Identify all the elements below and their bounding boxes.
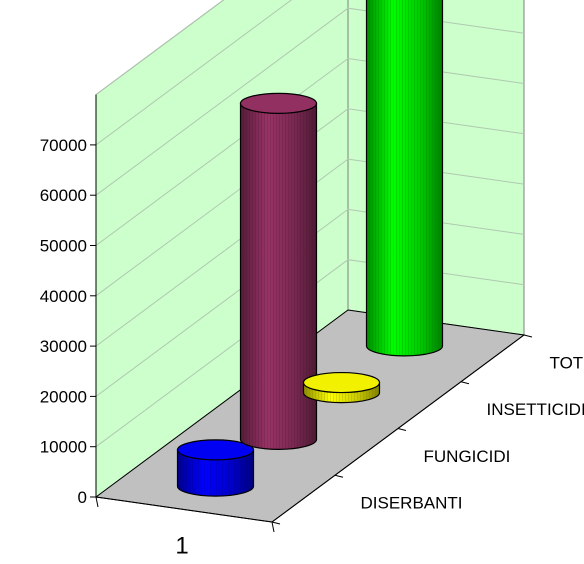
depth-tick xyxy=(461,382,469,384)
y-tick-label: 40000 xyxy=(40,287,87,306)
depth-tick xyxy=(524,335,532,337)
bar-diserbanti xyxy=(178,440,254,496)
y-tick-label: 60000 xyxy=(40,186,87,205)
y-tick-label: 70000 xyxy=(40,136,87,155)
series-label: INSETTICIDI xyxy=(487,400,584,419)
bar-tot xyxy=(367,0,443,356)
y-tick-label: 20000 xyxy=(40,387,87,406)
bar-insetticidi xyxy=(304,373,380,403)
series-label: TOT xyxy=(550,353,584,372)
depth-tick xyxy=(398,429,406,431)
y-tick-label: 10000 xyxy=(40,438,87,457)
y-tick-label: 30000 xyxy=(40,337,87,356)
x-tick xyxy=(272,522,274,532)
y-tick-label: 0 xyxy=(78,488,87,507)
depth-tick xyxy=(272,522,280,524)
series-label: DISERBANTI xyxy=(361,494,463,513)
depth-tick xyxy=(335,475,343,477)
series-label: FUNGICIDI xyxy=(424,447,511,466)
x-tick xyxy=(96,497,98,507)
y-tick-label: 50000 xyxy=(40,237,87,256)
x-tick-label: 1 xyxy=(175,533,188,560)
